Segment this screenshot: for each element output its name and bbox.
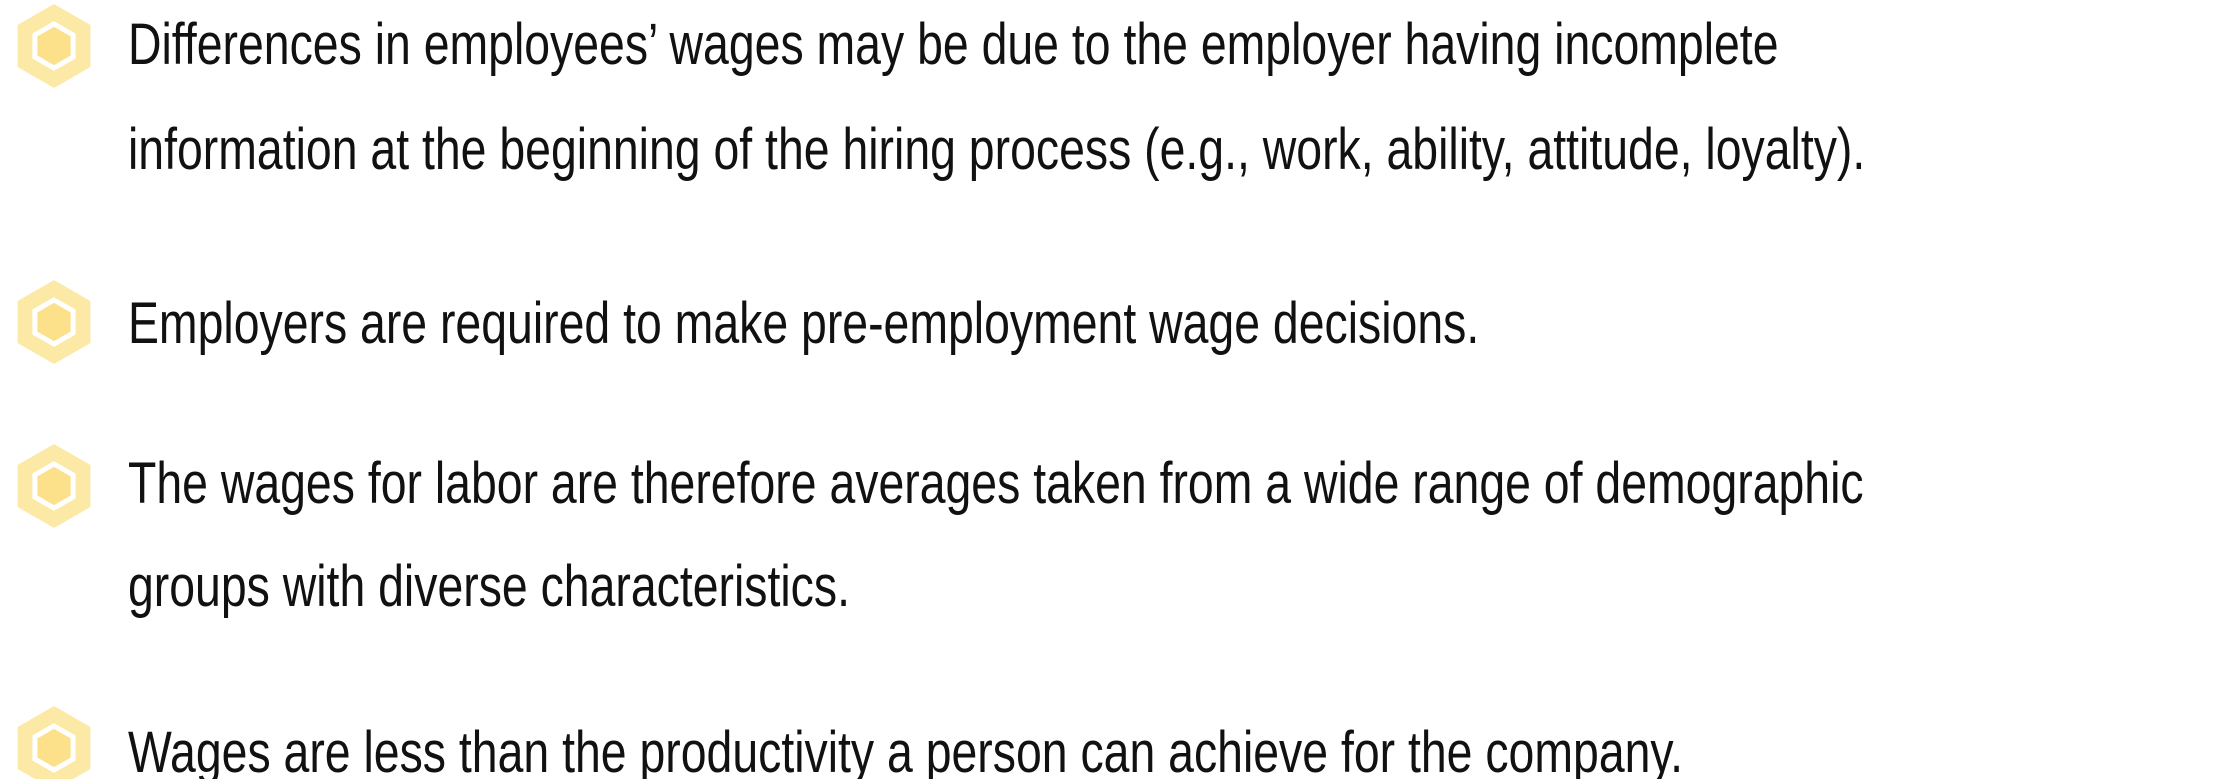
text-line: information at the beginning of the hiri… xyxy=(128,117,1865,182)
text-line: Differences in employees’ wages may be d… xyxy=(128,12,1779,77)
bullet-item: Employers are required to make pre-emplo… xyxy=(17,280,1479,364)
bullet-text: The wages for labor are therefore averag… xyxy=(128,451,1864,619)
bullet-text: Differences in employees’ wages may be d… xyxy=(128,12,1865,182)
bullet-icon-inner xyxy=(32,461,76,511)
bullet-text: Wages are less than the productivity a p… xyxy=(128,720,1683,779)
text-line: Wages are less than the productivity a p… xyxy=(128,720,1683,779)
bullet-icon-inner xyxy=(32,297,76,347)
text-line: The wages for labor are therefore averag… xyxy=(128,451,1864,516)
text-line: Employers are required to make pre-emplo… xyxy=(128,291,1479,356)
text-line: groups with diverse characteristics. xyxy=(128,554,850,619)
bullet-item: The wages for labor are therefore averag… xyxy=(17,444,1864,619)
bullet-item: Wages are less than the productivity a p… xyxy=(17,706,1683,779)
bullet-icon-inner xyxy=(32,723,76,773)
bullet-text: Employers are required to make pre-emplo… xyxy=(128,291,1479,356)
bullet-item: Differences in employees’ wages may be d… xyxy=(17,4,1865,182)
bullet-icon-inner xyxy=(32,21,76,71)
